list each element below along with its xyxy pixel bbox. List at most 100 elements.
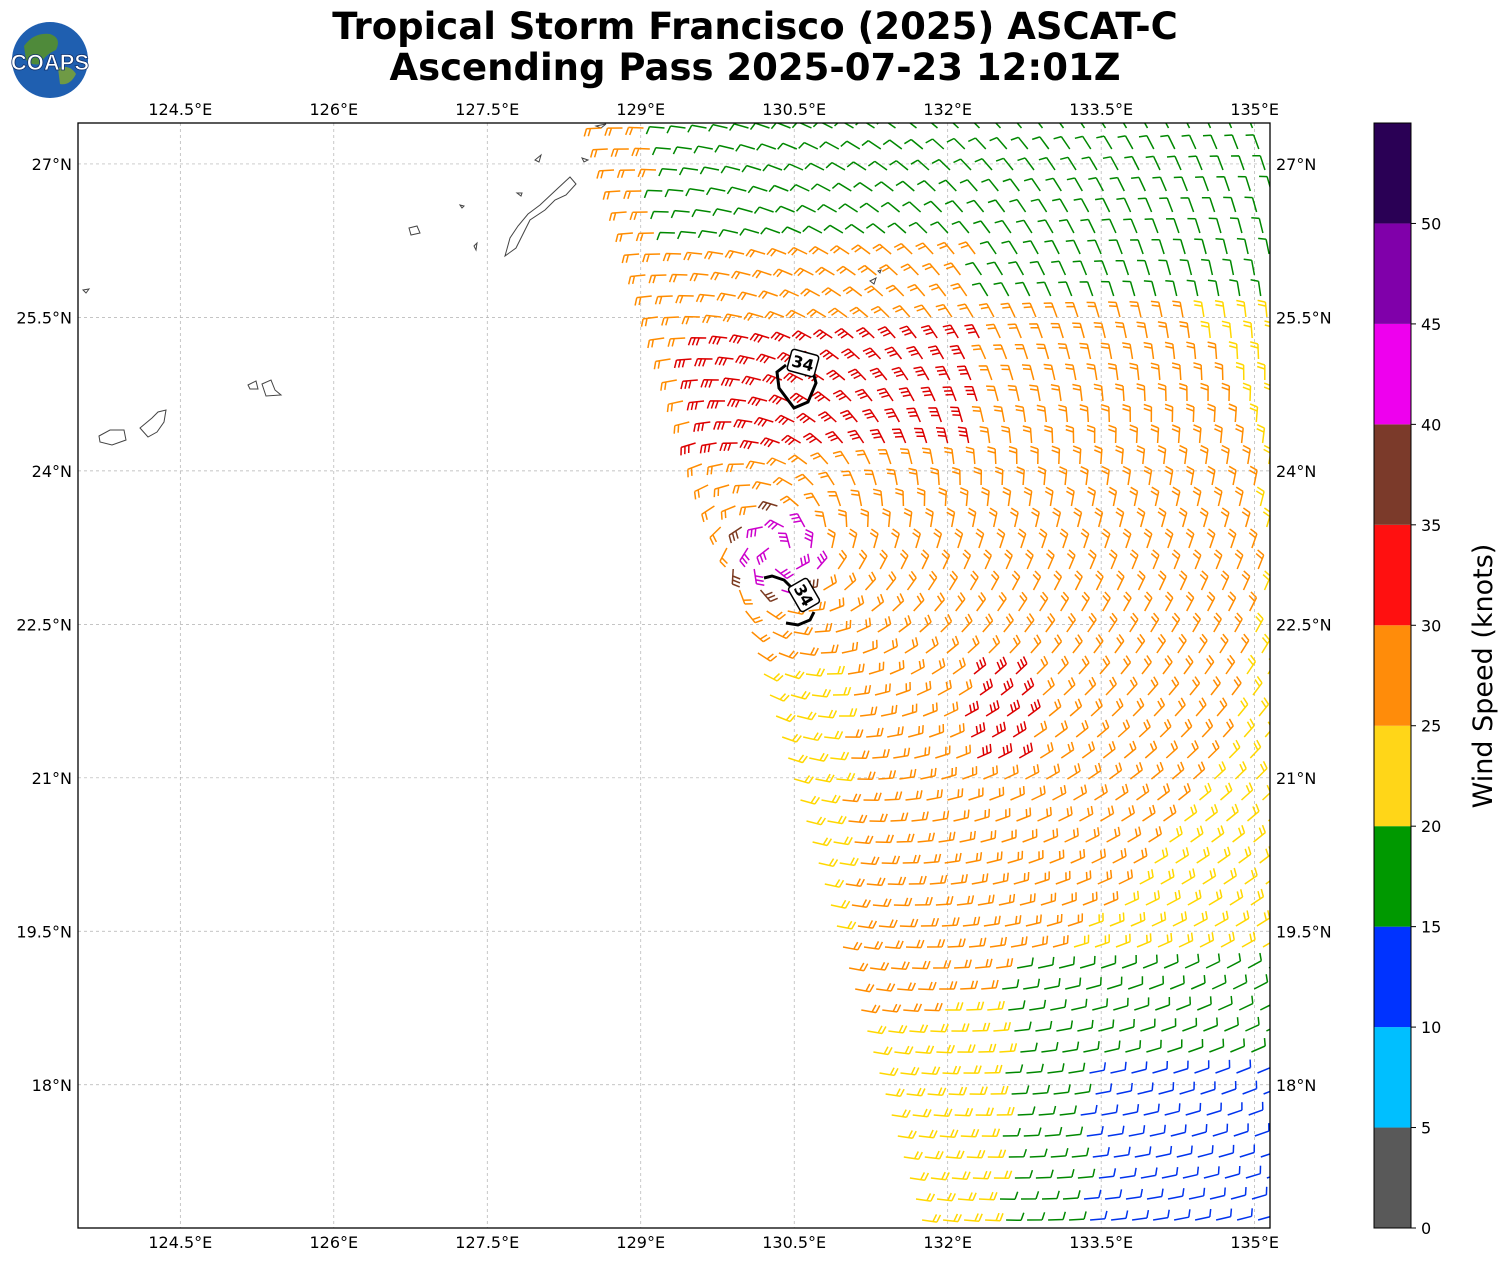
wind-barb	[783, 372, 804, 383]
wind-barb	[1020, 1191, 1040, 1200]
wind-barb	[762, 373, 783, 385]
wind-barb	[1194, 238, 1207, 255]
wind-barb	[1029, 323, 1043, 339]
wind-barb	[1168, 676, 1180, 696]
wind-barb	[589, 148, 608, 158]
wind-barb	[909, 1172, 930, 1181]
wind-barb	[1136, 783, 1150, 801]
wind-barb	[1078, 655, 1090, 675]
wind-barb	[833, 836, 853, 846]
wind-barb	[1188, 1038, 1204, 1053]
wind-barb	[927, 570, 938, 591]
wind-barb	[1220, 570, 1230, 591]
title-line-1: Tropical Storm Francisco (2025) ASCAT-C	[332, 5, 1178, 48]
wind-barb	[774, 568, 795, 580]
wind-barb	[1182, 1017, 1198, 1032]
wind-barb	[818, 471, 835, 486]
wind-barb	[952, 123, 960, 129]
wind-barb	[1190, 825, 1204, 843]
wind-barb	[1046, 913, 1063, 927]
wind-barb	[778, 650, 799, 660]
wind-barb	[1215, 1059, 1231, 1074]
wind-barb	[1164, 528, 1174, 549]
wind-barb	[728, 334, 749, 344]
wind-barb	[906, 407, 921, 423]
wind-barb	[1142, 804, 1156, 822]
wind-barb	[802, 432, 823, 444]
wind-barb	[1216, 697, 1228, 717]
wind-barb	[906, 1087, 926, 1097]
wind-barb	[1100, 403, 1111, 423]
wind-barb	[1036, 655, 1049, 675]
wind-barb	[708, 335, 728, 345]
wind-barb	[1165, 740, 1179, 759]
wind-barb	[933, 528, 943, 549]
wind-barb	[1128, 1125, 1146, 1137]
wind-barb	[1129, 362, 1140, 381]
wind-barb	[844, 572, 857, 591]
wind-barb	[842, 941, 863, 951]
wind-barb	[970, 722, 986, 738]
wind-barb	[920, 386, 936, 402]
wind-barb	[884, 408, 900, 423]
wind-barb	[1053, 570, 1063, 591]
wind-barb	[777, 532, 791, 549]
wind-barb	[1073, 507, 1083, 528]
wind-barb	[1202, 134, 1218, 150]
wind-barb	[872, 488, 884, 507]
wind-barb	[983, 765, 999, 780]
wind-barb	[1157, 445, 1167, 465]
wind-barb	[604, 127, 623, 136]
wind-barb	[1053, 1084, 1071, 1095]
colorbar-tick-label: 0	[1421, 1219, 1431, 1238]
wind-barb	[756, 547, 770, 565]
wind-barb	[903, 1003, 923, 1013]
wind-barb	[1102, 741, 1116, 759]
wind-barb	[934, 592, 946, 612]
wind-barb	[1087, 486, 1097, 507]
wind-barb	[986, 261, 1004, 276]
wind-barb	[1178, 382, 1188, 402]
wind-barb	[1258, 697, 1270, 717]
wind-barb	[751, 480, 772, 490]
wind-barb	[781, 226, 802, 234]
wind-barb	[673, 421, 690, 434]
wind-barb	[901, 703, 918, 717]
wind-barb	[1055, 870, 1071, 885]
wind-barb	[1115, 933, 1131, 948]
wind-barb	[1095, 1083, 1113, 1095]
lat-tick-label-right: 27°N	[1276, 155, 1316, 174]
wind-barb	[1154, 847, 1169, 864]
wind-barb	[821, 287, 842, 297]
wind-barb	[1209, 1187, 1226, 1200]
wind-barb	[994, 656, 1007, 675]
wind-barb	[950, 282, 968, 297]
wind-barb	[891, 428, 907, 444]
wind-barb	[796, 412, 816, 424]
wind-barb	[959, 830, 976, 843]
wind-barb	[943, 1213, 962, 1223]
wind-barb	[921, 1214, 942, 1223]
wind-barb	[880, 201, 901, 213]
wind-barb	[1129, 612, 1139, 633]
wind-barb	[1194, 1208, 1212, 1221]
wind-barb	[913, 304, 932, 318]
wind-barb	[703, 250, 724, 260]
wind-barb	[1089, 1062, 1107, 1074]
wind-barb	[1215, 1208, 1233, 1221]
wind-barb	[1131, 1061, 1148, 1074]
wind-barb	[905, 790, 923, 801]
wind-barb	[1143, 403, 1153, 423]
lon-tick-label-bottom: 126°E	[309, 1233, 358, 1252]
wind-barb	[1229, 279, 1241, 297]
wind-barb	[1201, 718, 1214, 738]
wind-barb	[1193, 910, 1208, 927]
wind-barb	[987, 199, 1006, 213]
wind-barb	[1093, 634, 1104, 654]
wind-barb	[887, 876, 907, 886]
wind-barb	[1197, 996, 1212, 1011]
wind-barb	[999, 1191, 1019, 1201]
wind-barb	[733, 419, 753, 429]
wind-barb	[1014, 344, 1029, 360]
wind-barb	[1054, 720, 1069, 738]
